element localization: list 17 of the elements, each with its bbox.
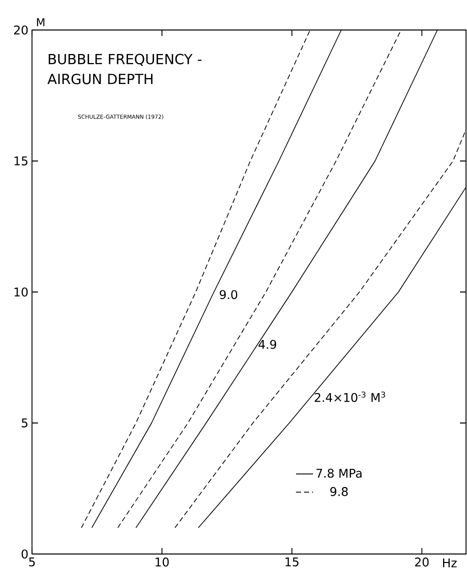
y-tick-label: 0 xyxy=(22,549,28,559)
annotation: 9.0 xyxy=(220,290,238,300)
y-tick-label: 5 xyxy=(22,418,28,428)
x-tick-label: 10 xyxy=(156,558,169,567)
text: BUBBLE FREQUENCY -AIRGUN DEPTH xyxy=(48,54,202,84)
y-axis-title: M xyxy=(37,18,44,26)
y-tick-label: 15 xyxy=(14,156,28,166)
x-tick-label: 15 xyxy=(286,558,298,566)
y-tick-label: 20 xyxy=(14,25,28,35)
x-tick-label: 20 xyxy=(415,558,429,567)
annotation: 4.9 xyxy=(258,340,276,349)
x-tick-label: 5 xyxy=(29,558,35,566)
annotation: 2.4×10$^{-3}$ M$^{3}$ xyxy=(314,392,386,402)
y-tick-label: 10 xyxy=(14,287,28,297)
legend-label: 9.8 xyxy=(330,487,348,496)
legend-label: 7.8 MPa xyxy=(316,468,362,478)
x-axis-title: Hz xyxy=(443,558,457,568)
